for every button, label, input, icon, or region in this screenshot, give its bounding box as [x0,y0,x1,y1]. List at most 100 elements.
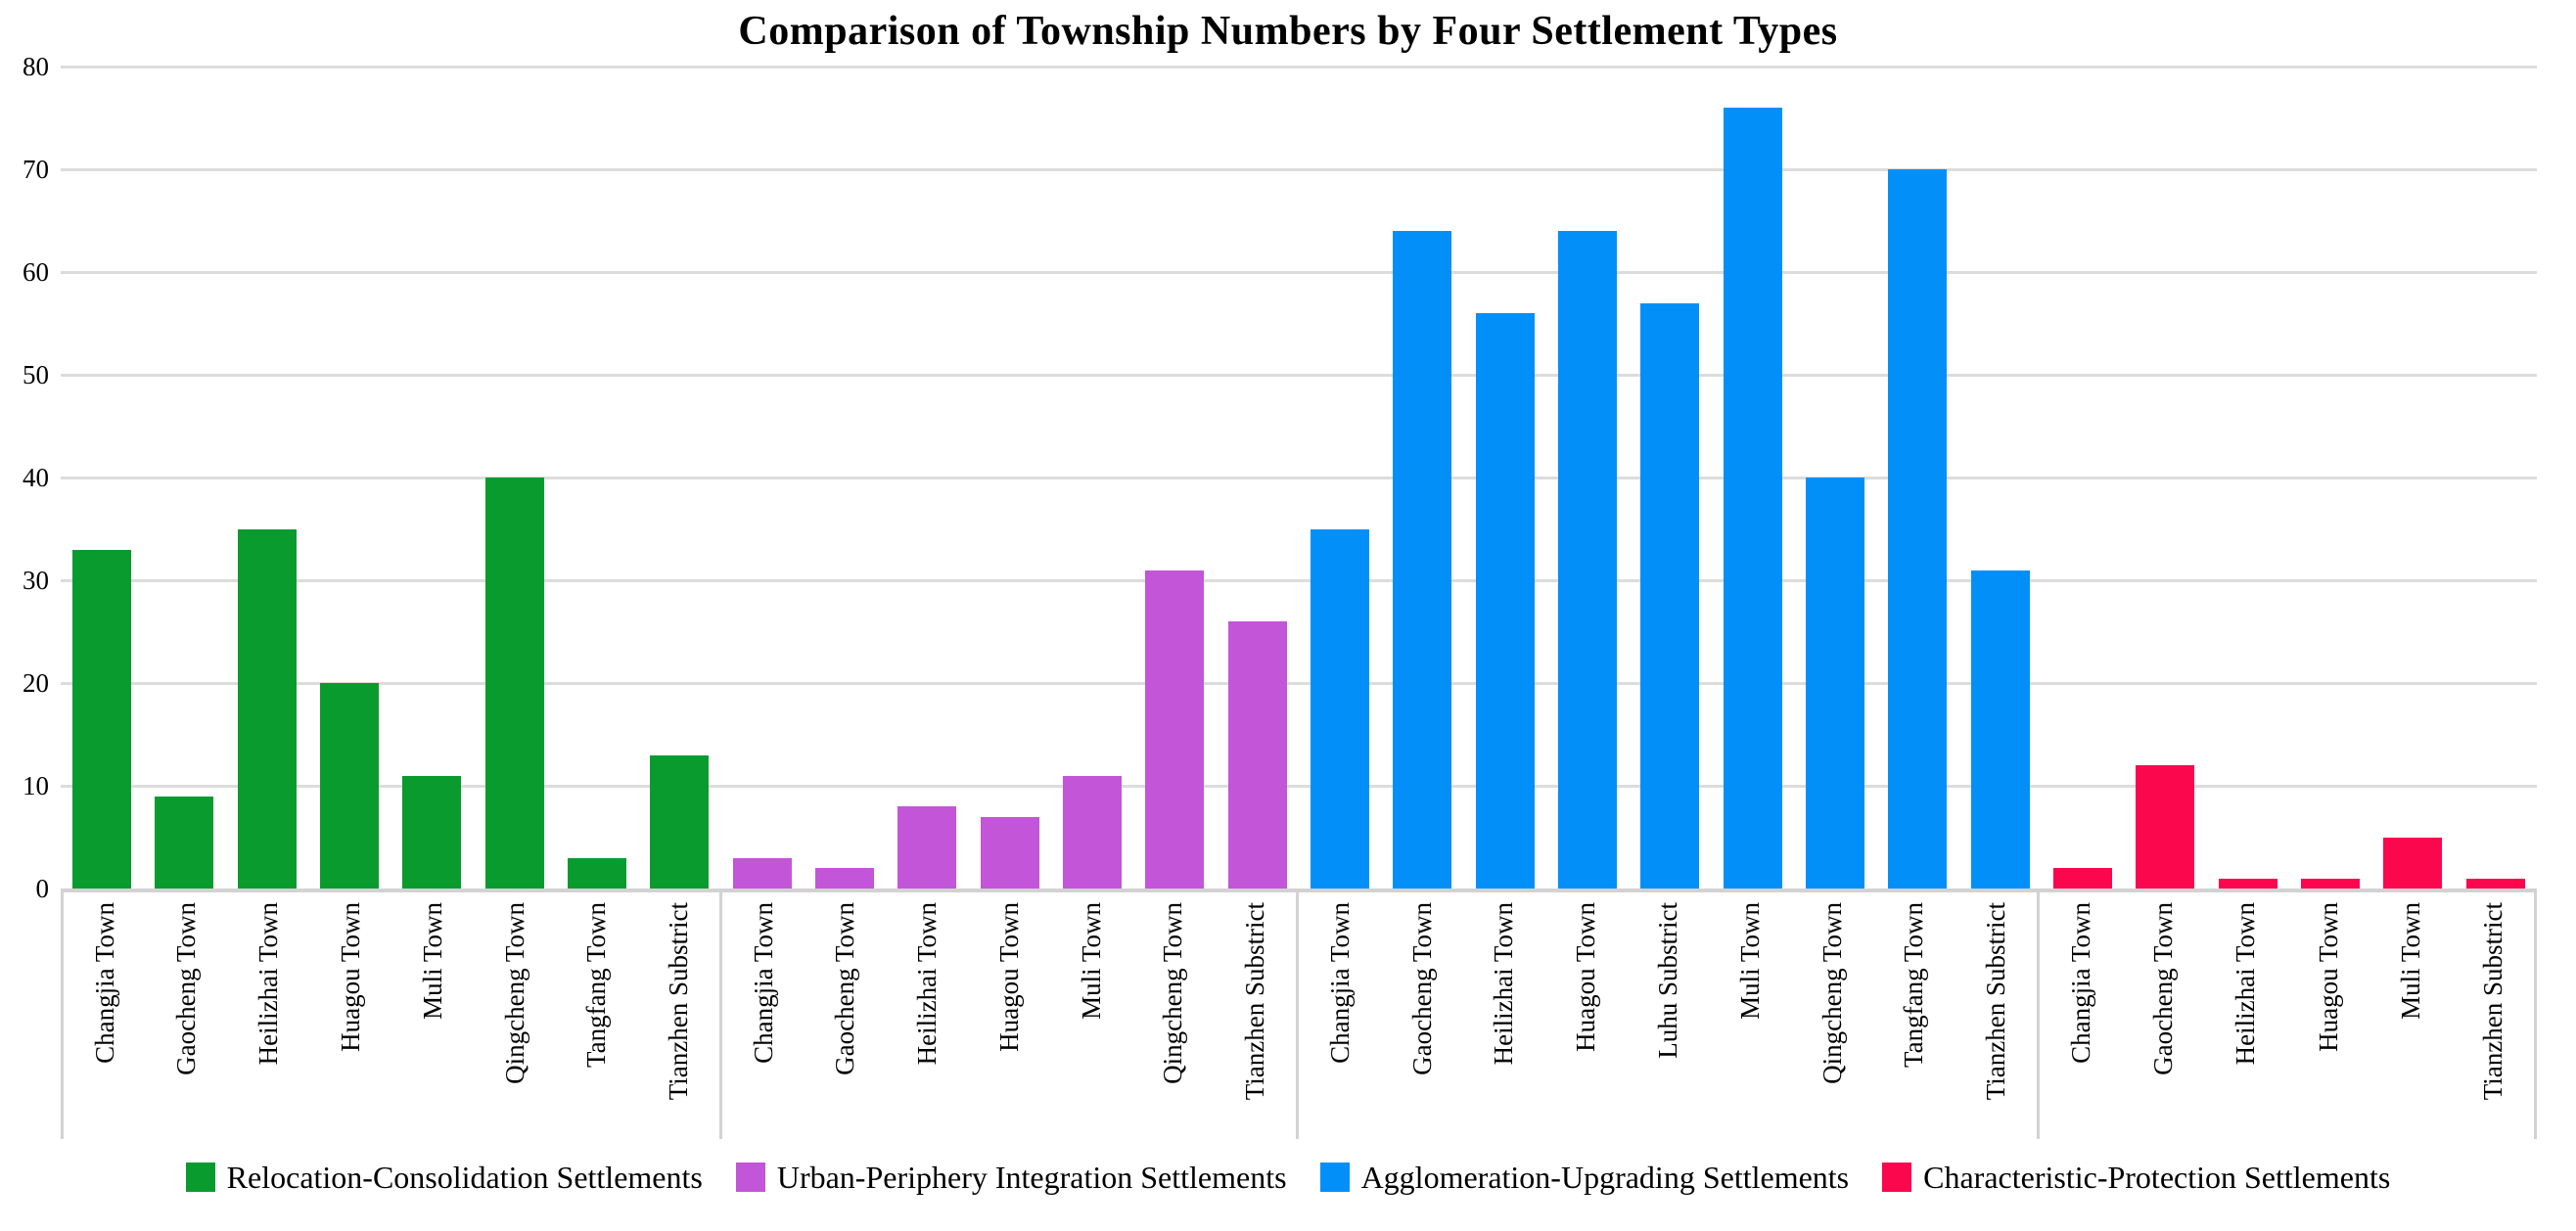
category-label: Qingcheng Town [499,902,529,1084]
category-label: Changjia Town [89,902,119,1064]
bar-groups [61,67,2537,889]
bar-tianzhen-substrict [1227,621,1287,889]
category-label: Huagou Town [336,902,365,1052]
category-label: Muli Town [1076,902,1106,1020]
bar-heilizhai-town [1475,313,1535,889]
category-label-cell: Tianzhen Substrict [1214,892,1296,1139]
category-label-cell: Huagou Town [968,892,1050,1139]
category-label-cell: Huagou Town [309,892,391,1139]
y-tick-label-0: 0 [35,874,50,903]
gridline-10 [61,784,2537,788]
category-label-cell: Changjia Town [64,892,146,1139]
category-label-cell: Huagou Town [1544,892,1627,1139]
legend-item-4: Characteristic-Protection Settlements [1882,1160,2390,1196]
category-label-cell: Tangfang Town [556,892,638,1139]
y-tick-label-30: 30 [23,566,49,595]
category-label: Heilizhai Town [1489,902,1519,1066]
gridline-80 [61,65,2537,68]
bar-qingcheng-town [484,478,544,889]
x-axis-line [61,889,2537,892]
y-tick-label-60: 60 [23,257,49,287]
gridline-60 [61,270,2537,274]
category-label-cell: Huagou Town [2287,892,2369,1139]
bar-luhu-substrict [1640,302,1700,889]
category-label: Muli Town [2395,902,2425,1020]
chart-title: Comparison of Township Numbers by Four S… [738,9,1838,54]
category-label: Changjia Town [1324,902,1355,1064]
category-label: Gaocheng Town [171,902,202,1075]
bar-huagou-town [980,816,1039,889]
y-tick-label-70: 70 [23,155,49,184]
category-label: Gaocheng Town [1406,902,1437,1075]
legend-label: Urban-Periphery Integration Settlements [776,1159,1287,1195]
category-label-cell: Luhu Substrict [1627,892,1709,1139]
category-label: Tangfang Town [581,902,612,1068]
bar-group-2 [721,67,1299,889]
legend-label: Relocation-Consolidation Settlements [226,1159,703,1195]
bar-muli-town [1063,775,1123,889]
category-label-cell: Gaocheng Town [146,892,228,1139]
category-label-cell: Qingcheng Town [1791,892,1873,1139]
bar-changjia-town [1311,528,1370,889]
legend-item-3: Agglomeration-Upgrading Settlements [1319,1160,1849,1196]
label-group-4: Changjia Town Gaocheng Town Heilizhai Town… [2040,892,2534,1139]
plot-area [61,65,2537,892]
category-label-cell: Changjia Town [1299,892,1381,1139]
bar-huagou-town [1558,231,1618,889]
bar-huagou-town [2301,878,2361,889]
bar-changjia-town [732,857,792,889]
bar-muli-town [402,775,462,889]
category-label: Tianzhen Substrict [664,902,694,1101]
category-label: Muli Town [1734,902,1765,1020]
bar-gaocheng-town [2136,765,2195,889]
category-label: Huagou Town [993,902,1024,1052]
bar-tianzhen-substrict [2465,878,2525,889]
category-label-cell: Heilizhai Town [886,892,968,1139]
category-label: Changjia Town [748,902,778,1064]
category-label: Qingcheng Town [1817,902,1847,1084]
bar-changjia-town [2053,868,2113,889]
bar-heilizhai-town [897,806,957,889]
category-label-cell: Tianzhen Substrict [1955,892,2037,1139]
category-label-cell: Changjia Town [722,892,805,1139]
legend: Relocation-Consolidation Settlements Urba… [0,1153,2576,1202]
category-label-cell: Qingcheng Town [1132,892,1215,1139]
category-label-cell: Heilizhai Town [1463,892,1545,1139]
category-label-cell: Heilizhai Town [228,892,310,1139]
category-label-cell: Gaocheng Town [2122,892,2204,1139]
y-tick-label-80: 80 [23,52,49,81]
bar-qingcheng-town [1806,478,1865,889]
label-group-1: Changjia Town Gaocheng Town Heilizhai Town… [64,892,723,1139]
category-label: Muli Town [417,902,447,1020]
bar-gaocheng-town [815,868,875,889]
category-label: Qingcheng Town [1158,902,1188,1084]
category-label: Gaocheng Town [830,902,860,1075]
category-label: Heilizhai Town [912,902,943,1066]
category-label: Changjia Town [2066,902,2096,1064]
gridline-40 [61,476,2537,479]
category-label-cell: Gaocheng Town [805,892,887,1139]
category-label: Huagou Town [2313,902,2343,1052]
bar-tianzhen-substrict [650,754,710,889]
bar-group-1 [61,67,721,889]
legend-item-1: Relocation-Consolidation Settlements [185,1159,703,1196]
bar-tangfang-town [568,857,627,889]
bar-muli-town [1723,108,1782,889]
category-label: Tianzhen Substrict [1981,902,2011,1101]
bar-tangfang-town [1888,169,1948,889]
category-label-cell: Muli Town [1050,892,1132,1139]
bar-huagou-town [320,683,380,889]
bar-heilizhai-town [237,528,297,889]
bar-muli-town [2383,837,2443,889]
category-label-cell: Tangfang Town [1873,892,1955,1139]
category-label: Heilizhai Town [2231,902,2261,1066]
category-label-cell: Tianzhen Substrict [2452,892,2534,1139]
label-group-3: Changjia Town Gaocheng Town Heilizhai Town… [1299,892,2041,1139]
category-label: Huagou Town [1571,902,1601,1052]
y-tick-label-40: 40 [23,463,49,492]
legend-item-2: Urban-Periphery Integration Settlements [735,1159,1287,1196]
category-label: Tangfang Town [1899,902,1929,1068]
category-label-cell: Tianzhen Substrict [637,892,719,1139]
bar-heilizhai-town [2218,878,2277,889]
